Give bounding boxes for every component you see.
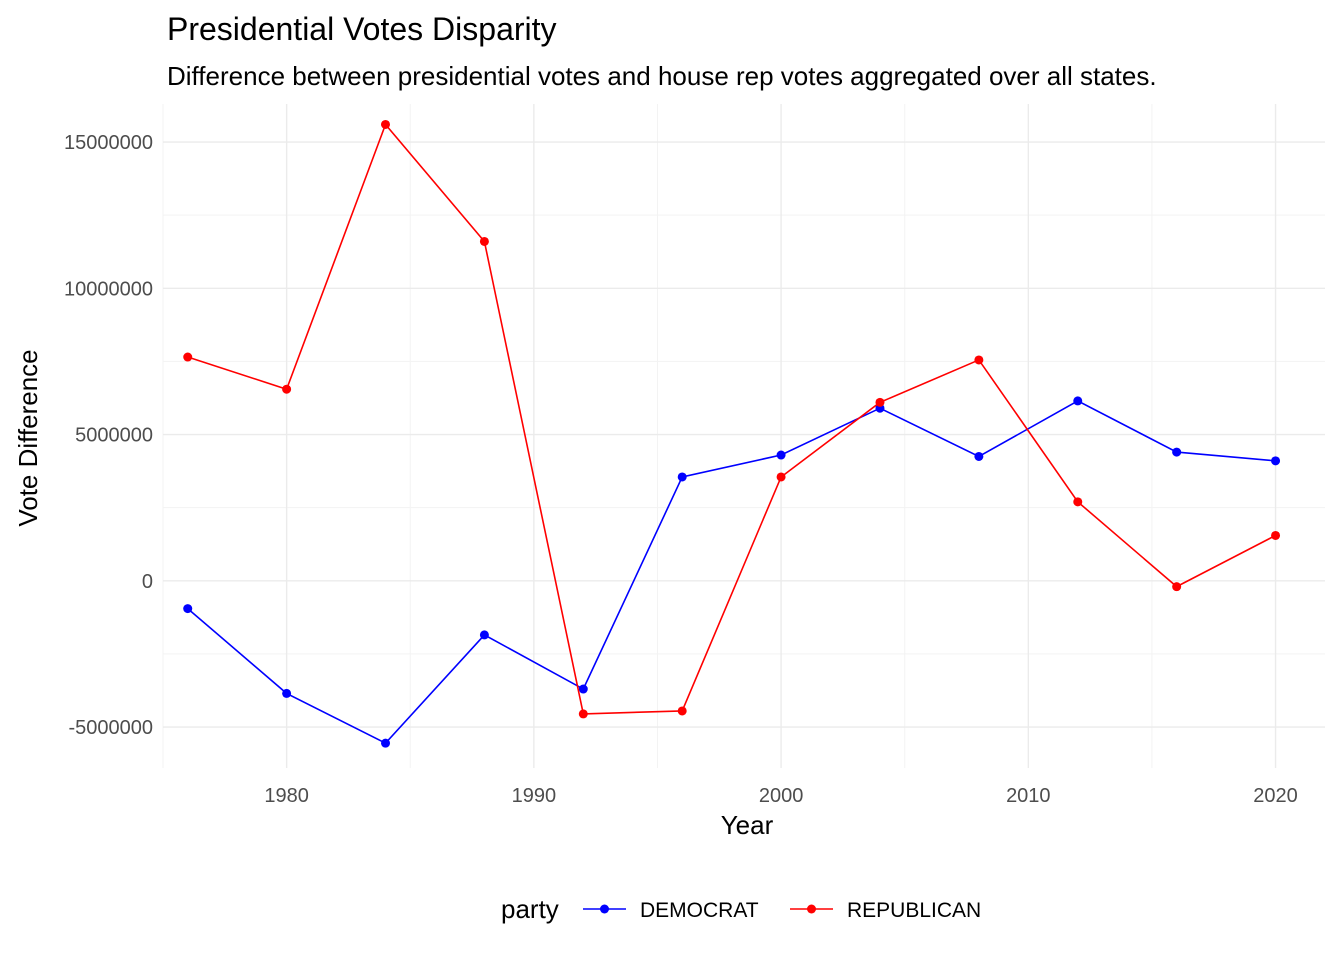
y-tick-label: 10000000 <box>64 278 153 300</box>
x-tick-label: 2000 <box>759 785 804 807</box>
democrat-point <box>183 604 193 614</box>
republican-legend-label: REPUBLICAN <box>847 899 981 922</box>
republican-point <box>578 709 588 719</box>
republican-point <box>479 236 489 246</box>
x-tick-label: 1990 <box>512 785 557 807</box>
republican-point <box>875 397 885 407</box>
democrat-legend-label: DEMOCRAT <box>640 899 759 922</box>
democrat-point <box>776 450 786 460</box>
republican-point <box>282 384 292 394</box>
republican-point <box>1271 530 1281 540</box>
republican-legend-key-point <box>807 904 816 914</box>
republican-point <box>381 119 391 129</box>
x-axis-ticks: 1980 1990 2000 2010 2020 <box>264 785 1297 807</box>
democrat-legend-key-point <box>600 904 609 914</box>
republican-point <box>1172 582 1182 592</box>
democrat-series-line <box>187 399 1276 745</box>
republican-point <box>1073 497 1083 507</box>
series-layer <box>183 119 1281 748</box>
x-axis-title: Year <box>721 810 774 840</box>
democrat-point <box>381 738 391 748</box>
democrat-point <box>1271 456 1281 466</box>
y-tick-label: 15000000 <box>64 132 153 154</box>
chart-title: Presidential Votes Disparity <box>167 11 557 47</box>
y-tick-label: 0 <box>142 571 153 593</box>
democrat-point <box>578 684 588 694</box>
democrat-point <box>677 472 687 482</box>
legend: party DEMOCRAT REPUBLICAN <box>501 894 981 924</box>
y-axis-title: Vote Difference <box>13 349 43 526</box>
x-tick-label: 2020 <box>1253 785 1298 807</box>
democrat-point <box>1172 447 1182 457</box>
republican-point <box>974 355 984 365</box>
democrat-point <box>1073 396 1083 406</box>
x-tick-label: 2010 <box>1006 785 1051 807</box>
republican-series-line <box>187 122 1276 715</box>
chart-subtitle: Difference between presidential votes an… <box>167 61 1157 91</box>
democrat-point <box>282 688 292 698</box>
y-tick-label: -5000000 <box>68 717 153 739</box>
legend-title: party <box>501 894 559 924</box>
republican-point <box>183 352 193 362</box>
democrat-point <box>974 451 984 461</box>
plot-grid <box>162 104 1325 768</box>
democrat-point <box>479 630 489 640</box>
x-tick-label: 1980 <box>264 785 309 807</box>
y-tick-label: 5000000 <box>75 425 153 447</box>
republican-point <box>677 706 687 716</box>
republican-point <box>776 472 786 482</box>
y-axis-ticks: -5000000 0 5000000 10000000 15000000 <box>64 132 153 739</box>
